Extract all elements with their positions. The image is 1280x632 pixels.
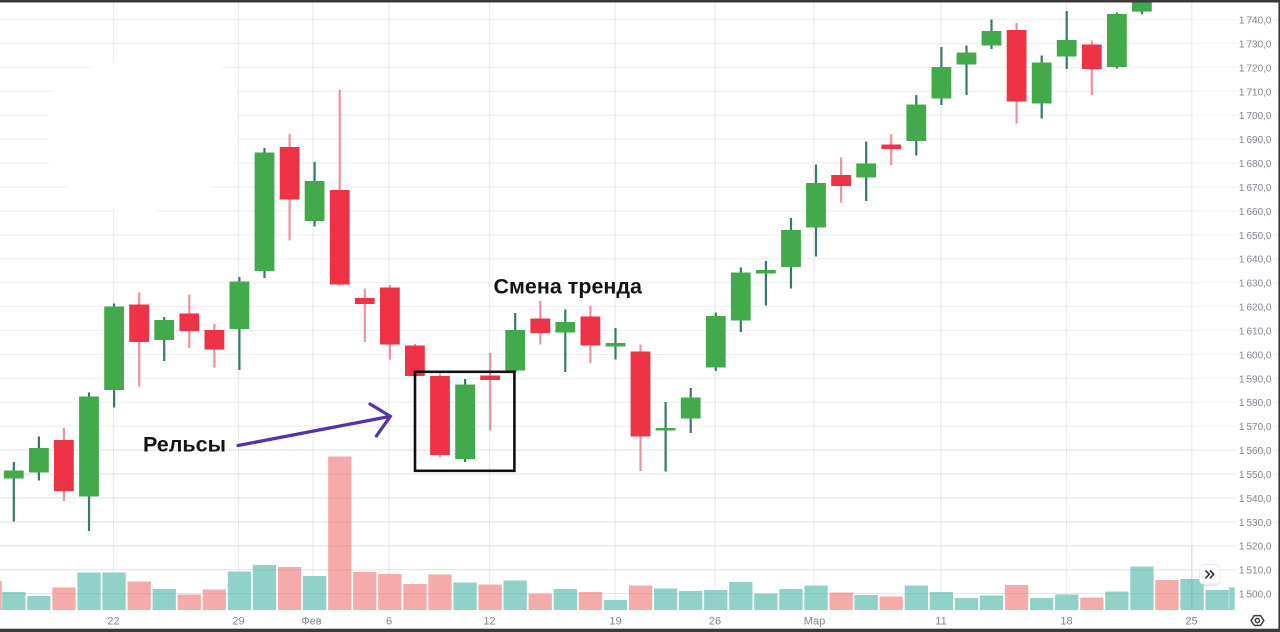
- svg-text:1 600,0: 1 600,0: [1239, 350, 1272, 361]
- svg-text:1 640,0: 1 640,0: [1239, 255, 1272, 266]
- svg-text:1 610,0: 1 610,0: [1239, 327, 1272, 338]
- svg-text:1 720,0: 1 720,0: [1239, 63, 1272, 74]
- svg-text:1 620,0: 1 620,0: [1239, 303, 1272, 314]
- svg-text:1 590,0: 1 590,0: [1239, 374, 1272, 385]
- svg-text:6: 6: [386, 616, 392, 628]
- svg-text:Фев: Фев: [301, 616, 321, 628]
- svg-text:1 660,0: 1 660,0: [1239, 207, 1272, 218]
- svg-text:1 650,0: 1 650,0: [1239, 231, 1272, 242]
- svg-text:12: 12: [483, 616, 495, 628]
- svg-text:1 520,0: 1 520,0: [1239, 542, 1272, 553]
- svg-text:1 740,0: 1 740,0: [1239, 16, 1272, 27]
- svg-text:18: 18: [1060, 616, 1072, 628]
- svg-text:1 690,0: 1 690,0: [1239, 135, 1272, 146]
- svg-text:22: 22: [107, 616, 119, 628]
- svg-text:1 670,0: 1 670,0: [1239, 183, 1272, 194]
- svg-text:1 530,0: 1 530,0: [1239, 518, 1272, 529]
- svg-text:1 570,0: 1 570,0: [1239, 422, 1272, 433]
- svg-text:1 700,0: 1 700,0: [1239, 111, 1272, 122]
- svg-text:Мар: Мар: [804, 616, 826, 628]
- svg-text:1 550,0: 1 550,0: [1239, 470, 1272, 481]
- svg-text:1 500,0: 1 500,0: [1239, 590, 1272, 601]
- svg-text:1 580,0: 1 580,0: [1239, 398, 1272, 409]
- svg-text:Смена тренда: Смена тренда: [494, 275, 644, 299]
- svg-text:11: 11: [935, 616, 946, 628]
- svg-text:1 540,0: 1 540,0: [1239, 494, 1272, 505]
- svg-text:1 730,0: 1 730,0: [1239, 39, 1272, 50]
- svg-text:1 560,0: 1 560,0: [1239, 446, 1272, 457]
- svg-text:26: 26: [709, 616, 721, 628]
- svg-text:25: 25: [1185, 616, 1197, 628]
- svg-text:Рельсы: Рельсы: [143, 433, 226, 457]
- svg-text:19: 19: [609, 616, 621, 628]
- svg-text:1 510,0: 1 510,0: [1239, 566, 1272, 577]
- svg-text:1 710,0: 1 710,0: [1239, 87, 1272, 98]
- svg-text:1 680,0: 1 680,0: [1239, 159, 1272, 170]
- svg-text:29: 29: [232, 616, 244, 628]
- svg-text:1 630,0: 1 630,0: [1239, 279, 1272, 290]
